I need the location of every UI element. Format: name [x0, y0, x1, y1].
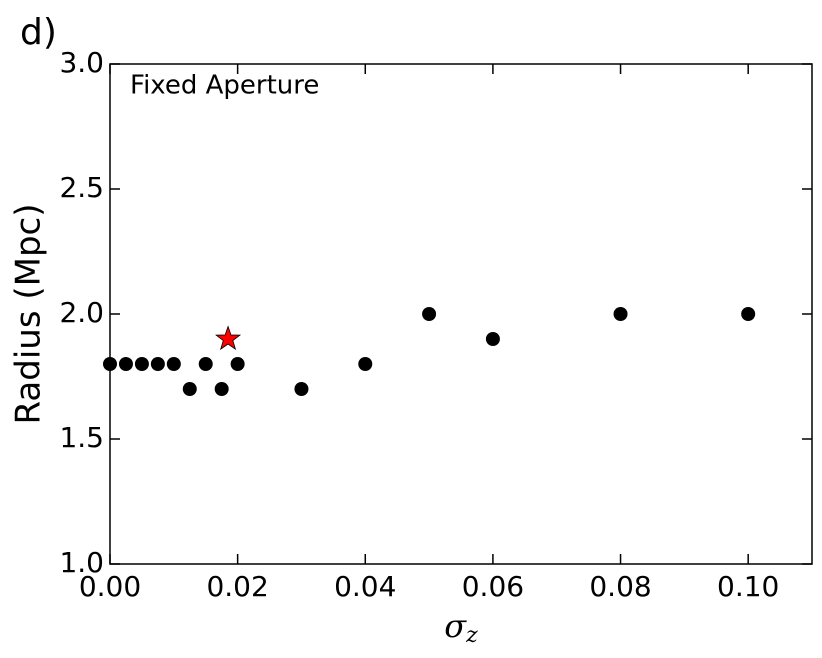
point	[150, 357, 165, 371]
point	[166, 357, 181, 371]
x-axis-label-main: σ	[444, 607, 467, 645]
x-tick-label: 0.06	[462, 570, 524, 603]
point	[358, 357, 373, 371]
point	[214, 382, 229, 396]
point	[422, 307, 437, 321]
point	[741, 307, 756, 321]
x-tick-label: 0.10	[717, 570, 779, 603]
x-axis-label-sub: z	[465, 623, 478, 648]
x-tick-label: 0.08	[589, 570, 651, 603]
point	[134, 357, 149, 371]
y-tick-label: 1.5	[59, 421, 104, 454]
point	[103, 357, 117, 371]
x-tick-label: 0.04	[334, 570, 396, 603]
annotation: Fixed Aperture	[130, 71, 319, 101]
point	[230, 357, 245, 371]
x-tick-label: 0.00	[79, 570, 141, 603]
y-tick-label: 1.0	[59, 546, 104, 579]
y-tick-label: 2.0	[59, 296, 104, 329]
point	[182, 382, 197, 396]
x-tick-label: 0.02	[206, 570, 268, 603]
plot-frame	[109, 63, 813, 565]
y-tick-label: 2.5	[59, 171, 104, 204]
point	[294, 382, 309, 396]
x-axis-label: σz	[444, 607, 478, 649]
y-tick-label: 3.0	[59, 46, 104, 79]
point	[485, 332, 500, 346]
point	[613, 307, 628, 321]
highlight-star	[215, 325, 242, 351]
point	[198, 357, 213, 371]
panel-label: d)	[20, 12, 57, 53]
point	[118, 357, 133, 371]
y-axis-label: Radius (Mpc)	[9, 204, 49, 425]
